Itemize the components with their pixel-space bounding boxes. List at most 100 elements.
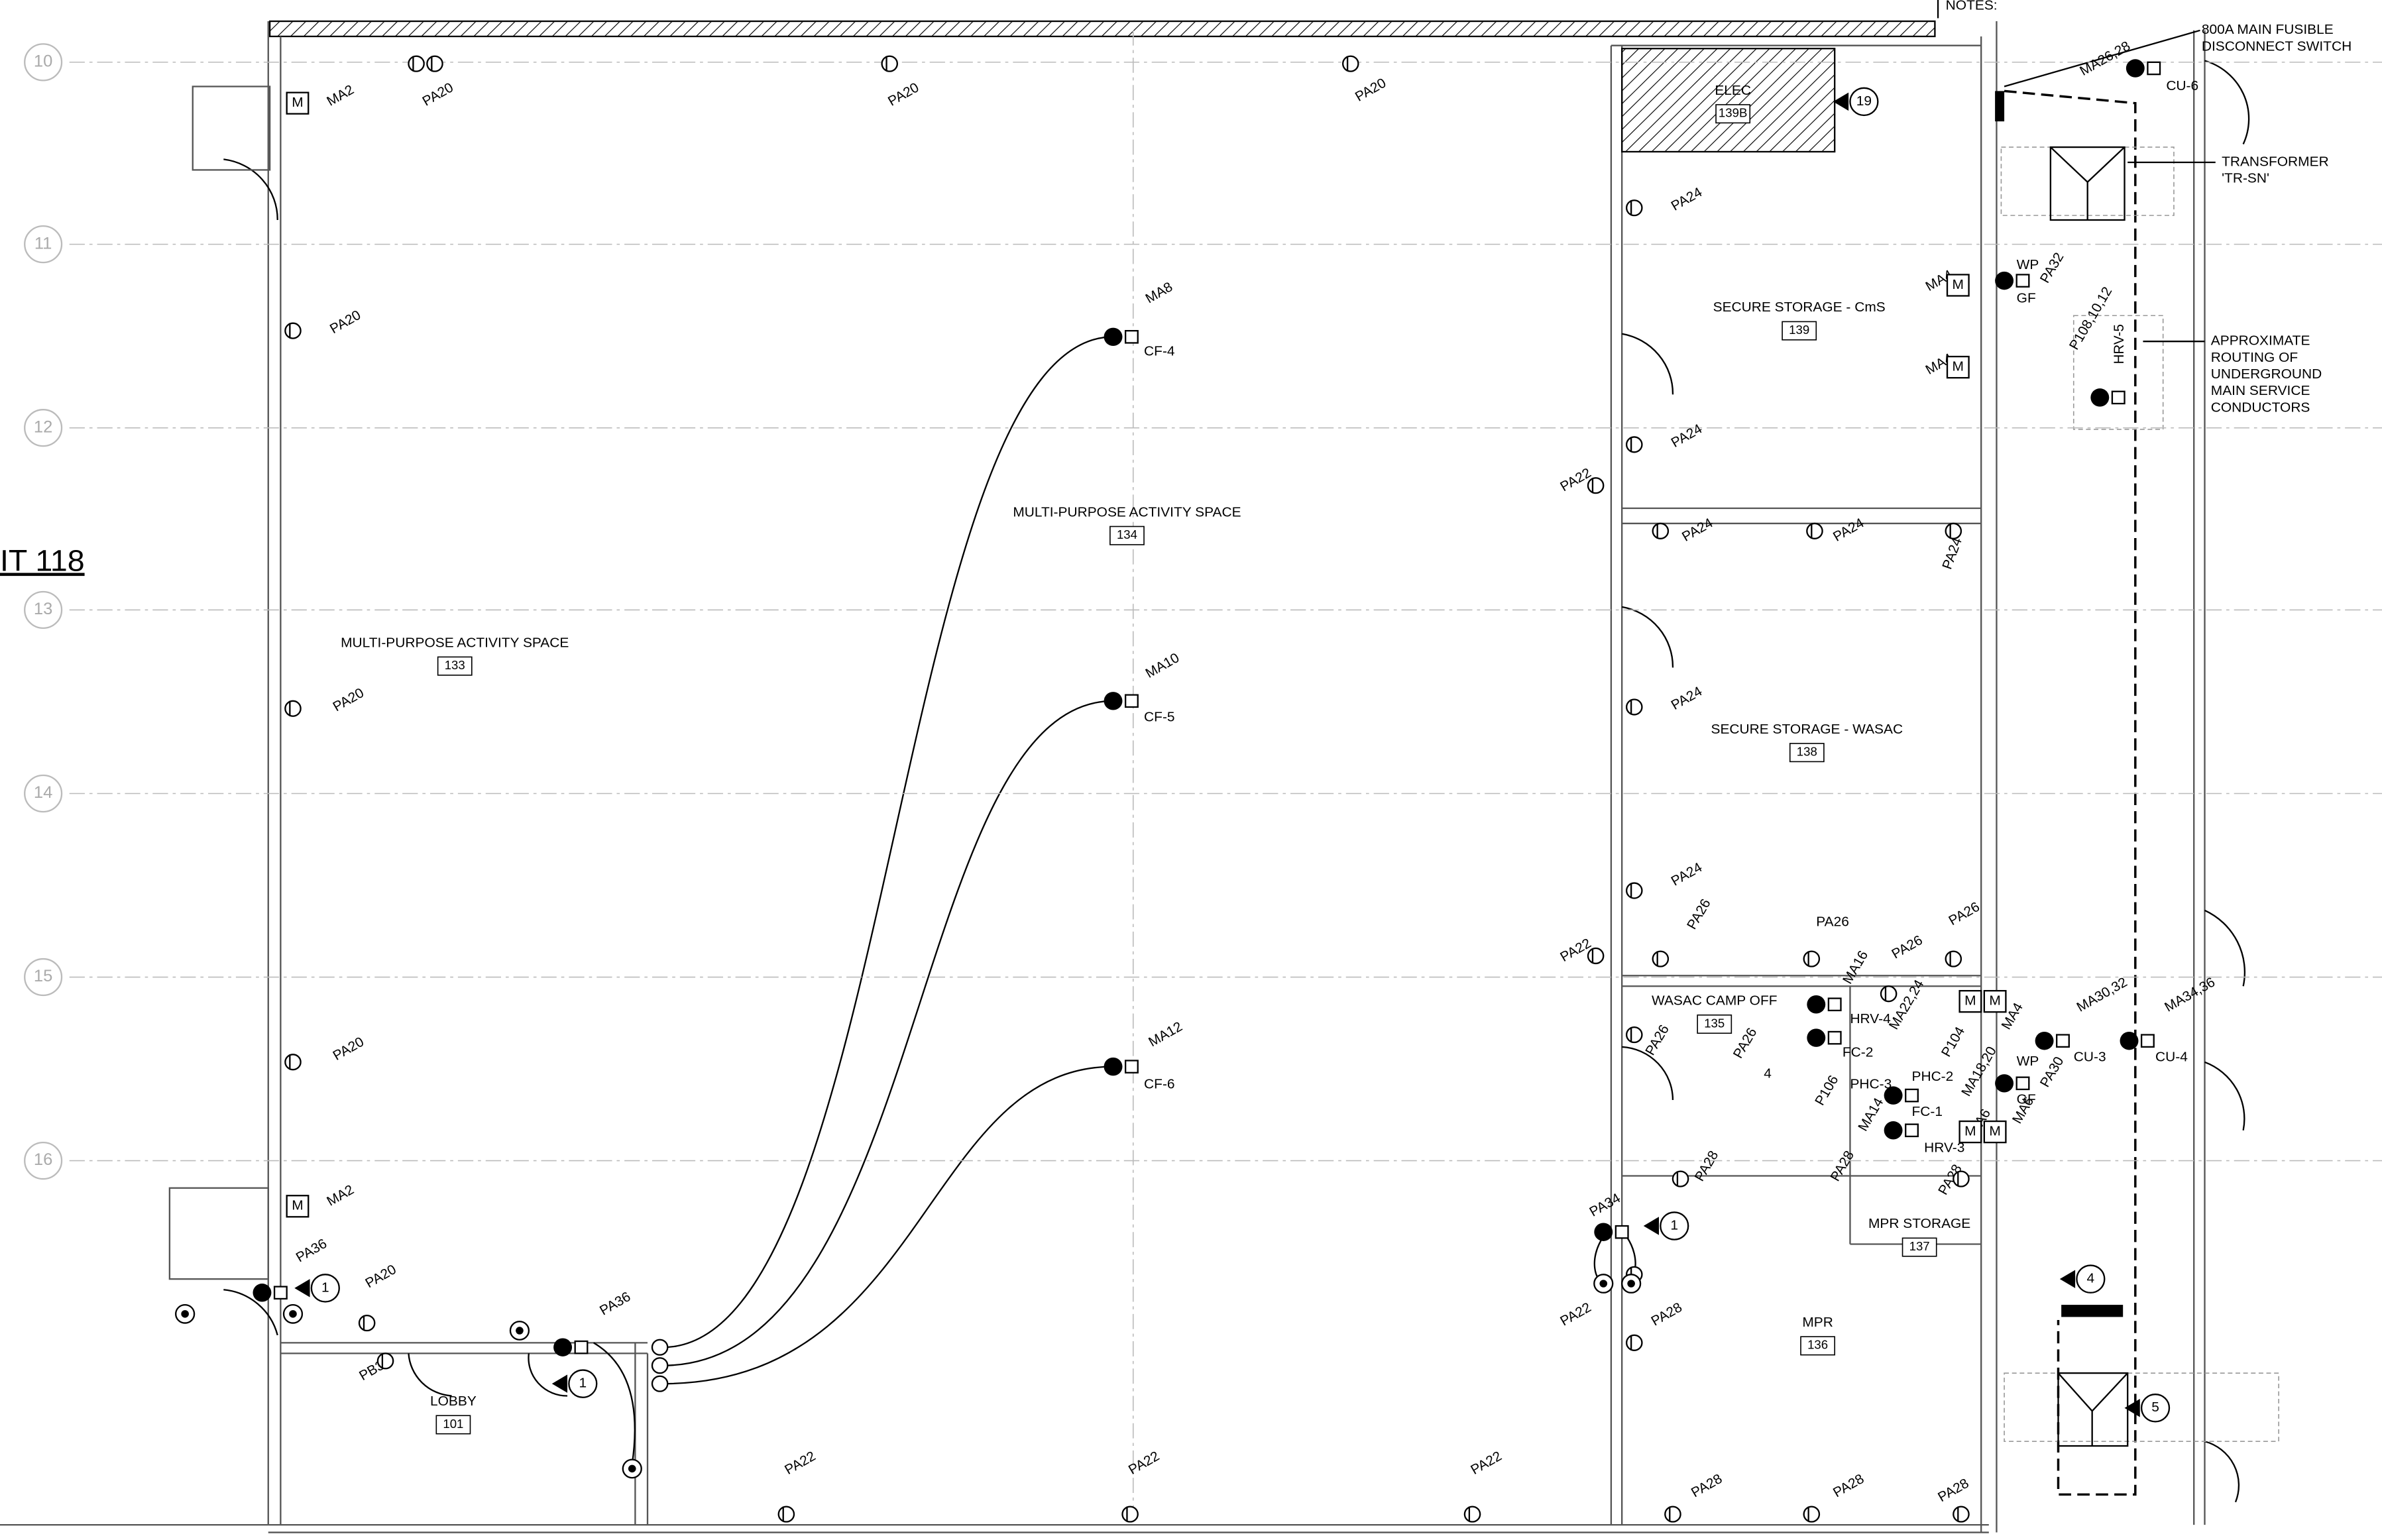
grid-label: 10 xyxy=(34,52,52,71)
disconnect-box xyxy=(1615,1225,1629,1239)
grid-bubble xyxy=(24,1141,63,1180)
motor-box: M xyxy=(292,1198,303,1213)
equipment-symbol xyxy=(1995,1074,2014,1093)
device-label: PA28 xyxy=(1689,1471,1725,1500)
callout-text: MAIN SERVICE xyxy=(2211,383,2310,398)
device-label: PA22 xyxy=(1558,936,1594,965)
device-label: PA26 xyxy=(1684,897,1714,932)
room-name: MULTI-PURPOSE ACTIVITY SPACE xyxy=(341,635,569,650)
device-label: PA28 xyxy=(1935,1476,1972,1505)
floor-box-dot xyxy=(1627,1280,1635,1288)
room-number-box xyxy=(437,656,473,676)
keynote-number: 19 xyxy=(1856,93,1872,109)
device-label: PA24 xyxy=(1679,516,1716,545)
equipment-symbol xyxy=(1104,327,1123,347)
device-label: MA10 xyxy=(1143,650,1182,681)
keynote-pointer xyxy=(551,1374,568,1393)
device-label: PA20 xyxy=(330,685,367,714)
room-name: MULTI-PURPOSE ACTIVITY SPACE xyxy=(1013,504,1241,520)
callout-text: CONDUCTORS xyxy=(2211,400,2310,415)
room-name: MPR xyxy=(1802,1315,1833,1330)
device-label: P108,10,12 xyxy=(2067,284,2116,353)
disconnect-box xyxy=(2111,390,2126,405)
grid-bubble xyxy=(24,958,63,997)
receptacle xyxy=(1625,1334,1643,1351)
disconnect-box xyxy=(574,1340,589,1354)
room-number-box xyxy=(435,1415,471,1435)
callout-text: 800A MAIN FUSIBLE xyxy=(2202,22,2334,37)
disconnect-box xyxy=(2015,1076,2030,1091)
receptacle xyxy=(777,1506,795,1523)
device-label: MA2 xyxy=(324,1182,357,1209)
equipment-symbol xyxy=(253,1284,272,1302)
motor-box-frame xyxy=(1983,1120,2007,1144)
callout-text: DISCONNECT SWITCH xyxy=(2202,39,2352,54)
keynote-number: 5 xyxy=(2151,1400,2159,1415)
device-label: CF-5 xyxy=(1144,710,1175,725)
motor-box: M xyxy=(1964,993,1976,1009)
equipment-symbol xyxy=(2120,1031,2139,1050)
callout-text: ROUTING OF xyxy=(2211,350,2298,365)
motor-box-frame xyxy=(1983,990,2007,1013)
keynote-pointer xyxy=(294,1279,310,1297)
disconnect-box xyxy=(273,1286,288,1300)
equipment-symbol xyxy=(1104,1057,1123,1076)
grid-bubble xyxy=(24,590,63,630)
keynote-circle xyxy=(2140,1394,2171,1423)
device-label: HRV-4 xyxy=(1850,1011,1890,1026)
grid-label: 16 xyxy=(34,1150,52,1169)
motor-box: M xyxy=(1953,359,1964,374)
receptacle xyxy=(1652,950,1670,967)
equipment-symbol xyxy=(1884,1086,1903,1105)
receptacle xyxy=(881,55,899,72)
motor-box-frame xyxy=(1958,990,1982,1013)
receptacle xyxy=(358,1314,376,1332)
device-label: HRV-5 xyxy=(2112,324,2127,364)
room-number-box xyxy=(1109,525,1145,545)
receptacle xyxy=(1625,882,1643,899)
receptacle xyxy=(426,55,443,72)
disconnect-box xyxy=(2140,1034,2155,1048)
device-label: PA36 xyxy=(294,1236,330,1265)
room-number-box xyxy=(1697,1014,1732,1034)
room-number-box xyxy=(1715,104,1751,124)
receptacle xyxy=(1625,436,1643,453)
keynote-circle xyxy=(310,1274,340,1303)
receptacle xyxy=(1587,947,1605,965)
sheet-label: IT 118 xyxy=(0,543,85,578)
motor-box: M xyxy=(1964,1124,1976,1139)
device-label: CU-6 xyxy=(2166,78,2198,93)
receptacle xyxy=(1664,1506,1681,1523)
disconnect-box xyxy=(2056,1034,2070,1048)
receptacle xyxy=(284,700,302,717)
device-label: PA26 xyxy=(1642,1022,1672,1058)
room-name: SECURE STORAGE - WASAC xyxy=(1711,722,1903,737)
device-label: PA32 xyxy=(2037,250,2067,286)
device-label: PA20 xyxy=(1353,76,1389,105)
disconnect-box xyxy=(1905,1088,1919,1103)
receptacle xyxy=(1806,522,1823,539)
room-name: WASAC CAMP OFF xyxy=(1652,993,1778,1009)
equipment-symbol xyxy=(1807,995,1826,1014)
receptacle xyxy=(1587,477,1605,494)
keynote-circle xyxy=(2076,1264,2106,1293)
device-label: PHC-3 xyxy=(1850,1077,1892,1092)
device-label: P104 xyxy=(1939,1024,1968,1060)
device-label: MA16 xyxy=(1840,948,1871,987)
device-label: PA22 xyxy=(1126,1449,1163,1478)
equipment-symbol xyxy=(1884,1121,1903,1140)
device-label: WP xyxy=(2017,257,2039,272)
device-label: PA26 xyxy=(1816,914,1849,930)
equipment-symbol xyxy=(553,1338,573,1356)
device-label: MA26,28 xyxy=(2077,38,2133,79)
room-number-box xyxy=(1782,321,1817,341)
device-label: PA22 xyxy=(1558,465,1594,494)
callout-text: TRANSFORMER xyxy=(2222,154,2329,170)
room-number-box xyxy=(1901,1237,1937,1257)
motor-box-frame xyxy=(1946,274,1970,297)
device-label: PA24 xyxy=(1669,421,1705,451)
receptacle xyxy=(284,322,302,339)
motor-box-frame xyxy=(286,91,310,115)
disconnect-box xyxy=(1905,1123,1919,1138)
